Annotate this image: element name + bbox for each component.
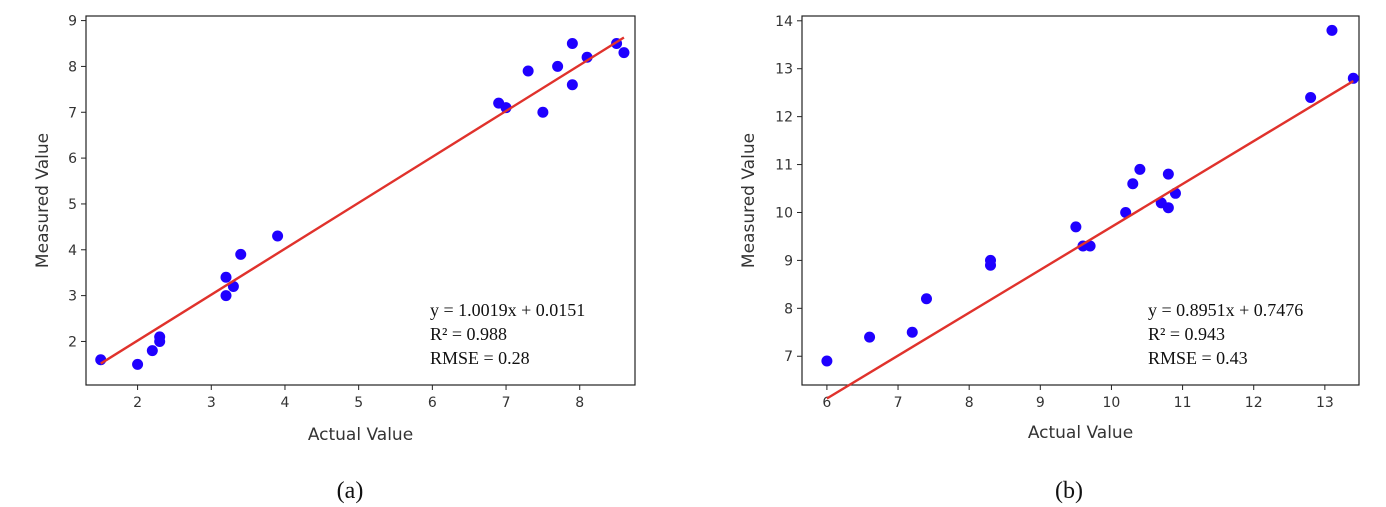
y-axis-label: Measured Value [33,133,53,268]
panel-caption: (a) [337,478,364,504]
y-axis-label: Measured Value [739,133,759,268]
y-tick-label: 9 [784,253,793,269]
y-tick-label: 3 [68,289,77,305]
y-tick-label: 7 [68,105,77,121]
chart-panel-b: 6 7 8 9 10 11 12 13 7 8 9 10 11 12 13 14 Actual Value Mea… [739,14,1360,504]
x-tick-label: 12 [1245,395,1263,411]
data-point [1347,72,1359,84]
data-point [906,326,918,338]
data-point [1162,168,1174,180]
y-tick-label: 14 [775,14,793,30]
plot-frame [85,15,636,386]
y-tick-label: 12 [775,110,793,126]
data-point [1326,24,1338,36]
y-tick-label: 2 [68,334,77,350]
data-point [1162,202,1174,214]
y-tick-label: 10 [775,205,793,221]
data-point [985,254,997,266]
y-tick-label: 6 [68,151,77,167]
data-point [1127,178,1139,190]
y-tick-label: 5 [68,197,77,213]
x-tick-label: 5 [354,395,363,411]
data-point [1120,206,1132,218]
data-point [522,65,534,77]
x-tick-label: 3 [207,395,216,411]
y-tick-label: 13 [775,62,793,78]
x-tick-label: 4 [281,395,290,411]
y-tick-label: 11 [775,158,793,174]
x-tick-label: 8 [575,395,584,411]
fit-annotation: y = 1.0019x + 0.0151 [430,300,585,320]
data-point [920,293,932,305]
fit-line [826,80,1354,400]
x-tick-label: 6 [428,395,437,411]
fit-annotation: y = 0.8951x + 0.7476 [1148,300,1303,320]
fit-annotation: R² = 0.988 [430,324,507,344]
data-point [235,248,247,260]
x-tick-label: 8 [965,395,974,411]
data-point [566,79,578,91]
plot-frame [801,15,1360,386]
data-point [864,331,876,343]
data-point [1305,91,1317,103]
x-tick-label: 11 [1174,395,1192,411]
fit-annotation: RMSE = 0.43 [1148,348,1248,368]
y-tick-label: 8 [68,59,77,75]
x-axis-label: Actual Value [1028,423,1133,443]
x-tick-label: 10 [1103,395,1121,411]
x-tick-label: 9 [1036,395,1045,411]
data-point [272,230,284,242]
x-tick-label: 2 [133,395,142,411]
data-point [220,290,232,302]
fit-annotation: RMSE = 0.28 [430,348,530,368]
data-point [1084,240,1096,252]
fit-line [100,36,625,365]
data-point [154,331,166,343]
y-tick-label: 9 [68,14,77,30]
data-point [220,271,232,283]
y-tick-label: 8 [784,301,793,317]
chart-panel-a: 2 3 4 5 6 7 8 2 3 4 5 6 7 8 9 Actual Value Measured Valu… [33,14,636,504]
x-tick-label: 7 [894,395,903,411]
y-tick-label: 7 [784,349,793,365]
x-tick-label: 13 [1316,395,1334,411]
data-point [618,47,630,59]
data-point [552,60,564,72]
x-tick-label: 6 [822,395,831,411]
data-point [821,355,833,367]
data-point [566,38,578,50]
fit-annotation: R² = 0.943 [1148,324,1225,344]
data-point [1134,163,1146,175]
data-point [1070,221,1082,233]
data-point [146,345,158,357]
x-tick-label: 7 [502,395,511,411]
data-point [132,358,144,370]
panel-caption: (b) [1055,478,1083,504]
x-axis-label: Actual Value [308,425,413,445]
data-point [537,106,549,118]
y-tick-label: 4 [68,243,77,259]
